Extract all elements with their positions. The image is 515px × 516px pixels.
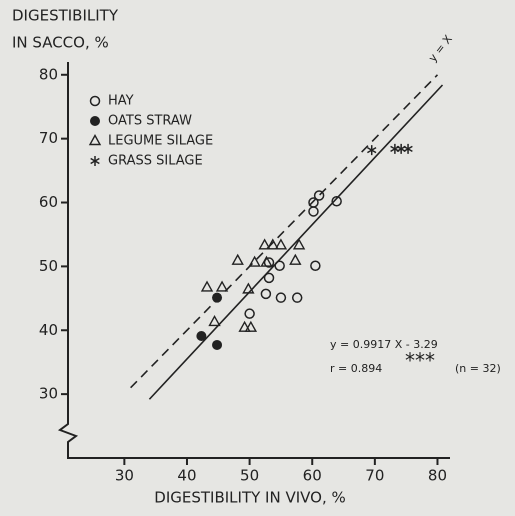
legend-label: HAY xyxy=(108,94,134,109)
legend-label: LEGUME SILAGE xyxy=(108,134,213,149)
point xyxy=(242,282,255,294)
point xyxy=(260,255,273,267)
point xyxy=(274,238,288,250)
x-tick-label: 50 xyxy=(240,467,259,485)
point xyxy=(308,206,319,217)
point xyxy=(215,280,229,292)
x-tick-label: 80 xyxy=(428,467,447,485)
reference-line xyxy=(130,74,439,389)
point xyxy=(310,260,321,271)
x-axis-label: DIGESTIBILITY IN VIVO, % xyxy=(154,489,345,507)
y-tick-label: 30 xyxy=(39,385,58,403)
point xyxy=(244,308,255,319)
x-tick-label: 60 xyxy=(303,467,322,485)
y-tick-label: 70 xyxy=(39,129,58,147)
point xyxy=(238,320,251,332)
point xyxy=(200,280,214,292)
legend-label: GRASS SILAGE xyxy=(108,154,203,169)
point xyxy=(274,260,285,271)
y-tick-label: 40 xyxy=(39,321,58,339)
legend-marker xyxy=(90,116,100,126)
y-axis-label-line: IN SACCO, % xyxy=(12,34,109,52)
point xyxy=(244,320,258,332)
x-tick-label: 70 xyxy=(365,467,384,485)
point xyxy=(331,195,342,207)
point xyxy=(212,292,223,303)
legend-marker xyxy=(88,134,102,146)
point xyxy=(367,145,377,156)
x-tick-label: 30 xyxy=(115,467,134,485)
point xyxy=(258,238,271,250)
y-tick-label: 60 xyxy=(39,193,58,211)
point xyxy=(263,257,275,268)
significance: *** xyxy=(405,349,435,373)
equation: y = 0.9917 X - 3.29 xyxy=(330,338,438,351)
sample-size: (n = 32) xyxy=(455,362,501,375)
asterisk-stroke xyxy=(403,145,413,153)
point xyxy=(231,253,244,265)
point xyxy=(275,292,287,303)
point xyxy=(266,238,279,250)
reference-line xyxy=(148,84,444,400)
correlation: r = 0.894 xyxy=(330,362,382,375)
point xyxy=(212,339,223,350)
point xyxy=(263,272,275,284)
point xyxy=(289,253,302,265)
x-tick-label: 40 xyxy=(177,467,196,485)
point xyxy=(292,238,306,250)
point xyxy=(403,143,413,154)
axes xyxy=(57,62,450,459)
point xyxy=(248,255,261,267)
y-axis-label-line: DIGESTIBILITY xyxy=(12,7,119,25)
point xyxy=(208,315,221,327)
legend-marker xyxy=(89,95,101,107)
point xyxy=(196,331,207,342)
point xyxy=(313,190,325,201)
asterisk-stroke xyxy=(367,146,377,154)
point xyxy=(260,288,272,300)
legend-label: OATS STRAW xyxy=(108,114,192,129)
point xyxy=(291,292,303,303)
y-tick-label: 50 xyxy=(39,257,58,275)
asterisk-stroke xyxy=(90,157,100,165)
legend-marker xyxy=(90,156,100,166)
y-tick-label: 80 xyxy=(39,65,58,83)
